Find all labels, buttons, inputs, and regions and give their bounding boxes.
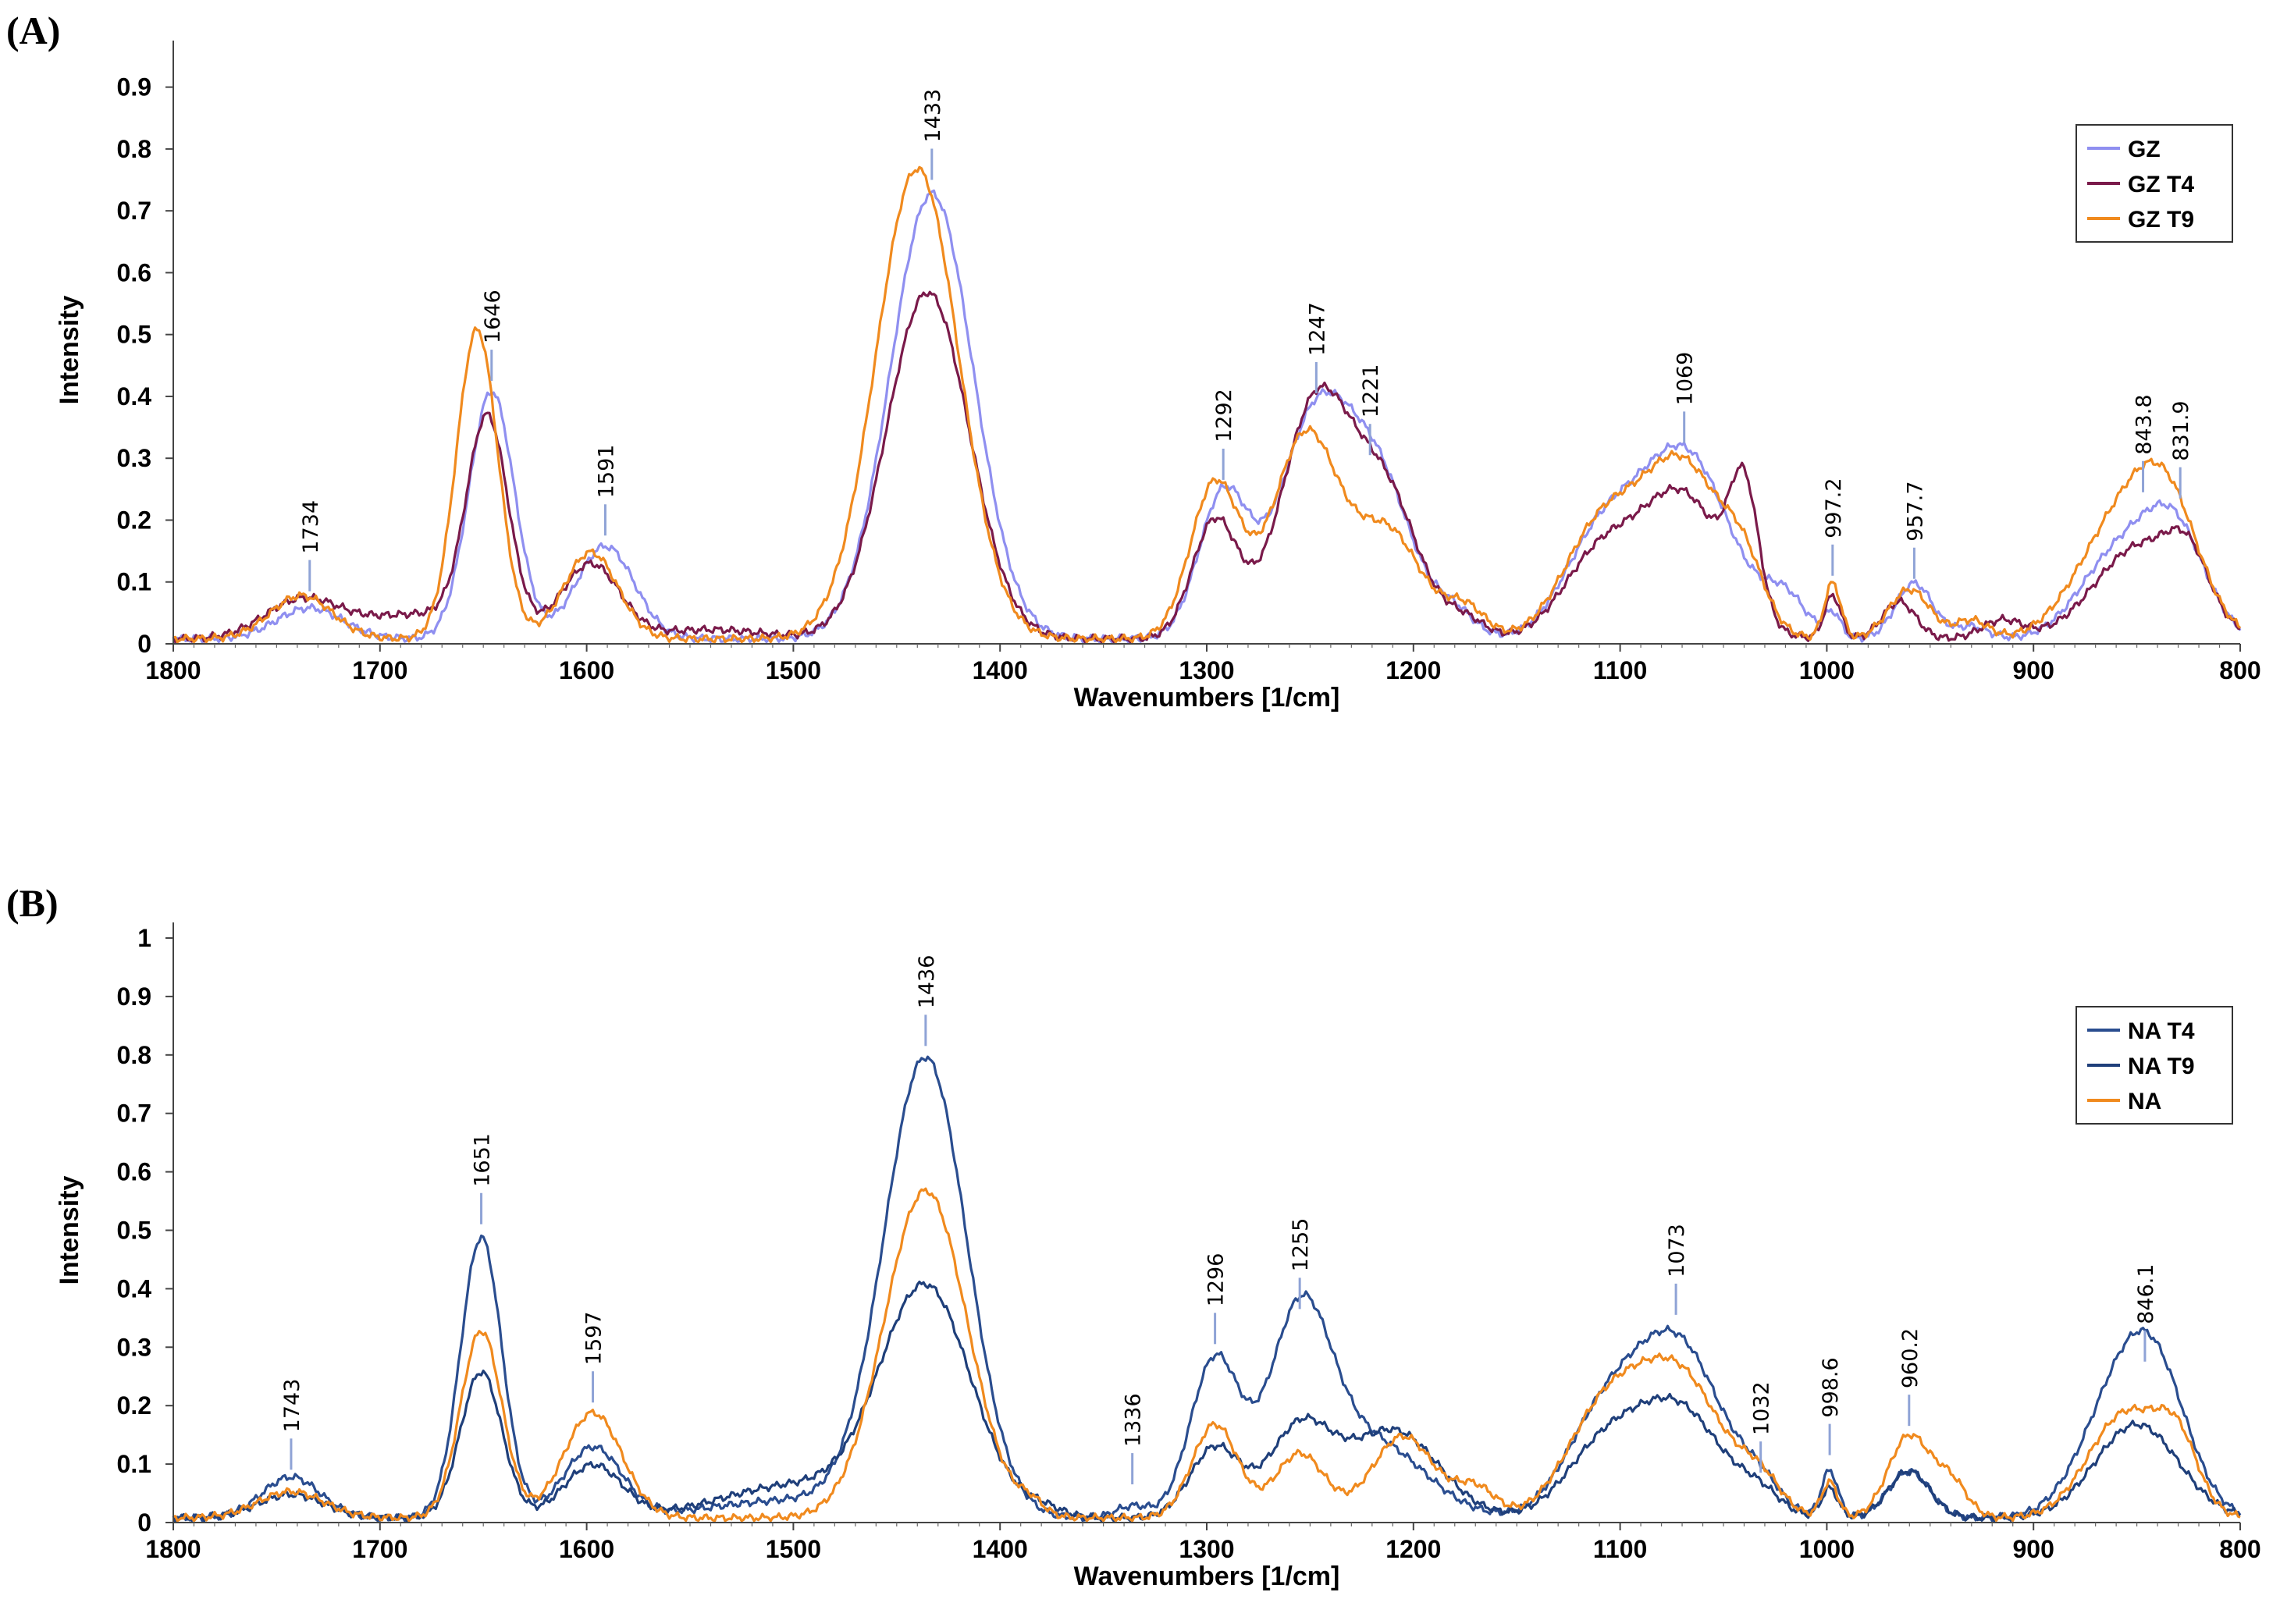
peak-label: 843.8 <box>2132 394 2157 454</box>
peak-label: 846.1 <box>2134 1263 2158 1324</box>
x-tick-label: 1300 <box>1179 1535 1234 1563</box>
x-tick-label: 1100 <box>1593 1535 1647 1563</box>
y-tick-label: 0.8 <box>117 135 151 163</box>
x-tick-label: 900 <box>2013 1535 2054 1563</box>
x-tick-label: 1000 <box>1799 1535 1855 1563</box>
peak-label: 1255 <box>1289 1218 1313 1272</box>
legend-entry: NA <box>2128 1089 2161 1114</box>
series-line-na <box>173 1187 2241 1523</box>
y-tick-label: 0.1 <box>117 1450 151 1478</box>
x-tick-label: 1800 <box>145 1535 201 1563</box>
y-tick-label: 0 <box>137 1509 151 1537</box>
legend-entry: GZ T4 <box>2128 172 2194 197</box>
y-tick-label: 0.9 <box>117 983 151 1011</box>
peak-label: 1743 <box>280 1379 304 1433</box>
peak-label: 1336 <box>1122 1393 1146 1447</box>
x-tick-label: 1300 <box>1179 656 1234 684</box>
x-tick-label: 900 <box>2013 656 2054 684</box>
peak-label: 1221 <box>1359 364 1383 418</box>
x-tick-label: 1700 <box>352 1535 407 1563</box>
peak-label: 1591 <box>594 445 618 499</box>
x-tick-label: 1400 <box>973 1535 1028 1563</box>
peak-label: 957.7 <box>1903 481 1927 541</box>
peak-label: 1247 <box>1305 302 1329 356</box>
y-tick-label: 0.8 <box>117 1041 151 1069</box>
peak-label: 1292 <box>1212 389 1236 442</box>
y-tick-label: 1 <box>137 924 151 952</box>
y-tick-label: 0.9 <box>117 73 151 101</box>
peak-label: 997.2 <box>1822 478 1846 538</box>
peak-label: 1073 <box>1665 1224 1689 1278</box>
x-tick-label: 1200 <box>1385 656 1441 684</box>
peak-label: 1296 <box>1204 1253 1229 1307</box>
panel-label-a: (A) <box>6 9 61 52</box>
y-tick-label: 0.4 <box>117 1274 152 1302</box>
x-tick-label: 1500 <box>766 1535 821 1563</box>
legend-entry: GZ T9 <box>2128 207 2194 233</box>
peak-label: 1069 <box>1674 352 1698 406</box>
y-tick-label: 0 <box>137 630 151 658</box>
y-tick-label: 0.1 <box>117 568 151 596</box>
peak-label: 1651 <box>471 1133 495 1187</box>
x-tick-label: 1100 <box>1593 656 1647 684</box>
series-line-gz <box>173 189 2242 644</box>
x-tick-label: 1600 <box>559 1535 614 1563</box>
x-axis-title: Wavenumbers [1/cm] <box>1074 683 1340 712</box>
y-axis-title: Intensity <box>55 296 84 405</box>
peak-label: 1734 <box>299 500 323 554</box>
legend-entry: NA T4 <box>2128 1018 2195 1044</box>
y-tick-label: 0.7 <box>117 1100 151 1128</box>
x-tick-label: 800 <box>2219 1535 2260 1563</box>
legend-entry: GZ <box>2128 137 2161 162</box>
y-tick-label: 0.3 <box>117 1333 151 1361</box>
peak-label: 998.6 <box>1819 1357 1843 1417</box>
legend-entry: NA T9 <box>2128 1054 2195 1079</box>
peak-label: 1646 <box>481 290 505 343</box>
y-tick-label: 0.5 <box>117 321 151 349</box>
y-tick-label: 0.6 <box>117 258 151 286</box>
y-tick-label: 0.4 <box>117 382 152 410</box>
x-tick-label: 1600 <box>559 656 614 684</box>
x-tick-label: 1700 <box>352 656 407 684</box>
y-tick-label: 0.2 <box>117 1391 151 1420</box>
y-tick-label: 0.3 <box>117 444 151 472</box>
peak-label: 1433 <box>921 89 945 143</box>
peak-label: 1032 <box>1750 1381 1774 1435</box>
panel-label-b: (B) <box>6 881 59 925</box>
y-axis-title: Intensity <box>55 1176 84 1285</box>
x-tick-label: 1800 <box>145 656 201 684</box>
y-tick-label: 0.7 <box>117 197 151 225</box>
series-line-na-t9 <box>172 1281 2241 1523</box>
y-tick-label: 0.5 <box>117 1217 151 1245</box>
x-tick-label: 1400 <box>973 656 1028 684</box>
peak-label: 960.2 <box>1898 1328 1923 1388</box>
x-tick-label: 800 <box>2219 656 2260 684</box>
x-axis-title: Wavenumbers [1/cm] <box>1074 1562 1340 1591</box>
peak-label: 831.9 <box>2169 400 2193 460</box>
chart-panel-1: 1800 1700 1600 1500 1400 1300 1200 1100 1000 900 8… <box>55 922 2261 1591</box>
x-tick-label: 1000 <box>1799 656 1855 684</box>
y-tick-label: 0.6 <box>117 1158 151 1186</box>
chart-panel-0: 1800 1700 1600 1500 1400 1300 1200 1100 1000 900 8… <box>55 41 2261 712</box>
x-tick-label: 1500 <box>766 656 821 684</box>
peak-label: 1597 <box>582 1311 606 1365</box>
peak-label: 1436 <box>915 955 939 1009</box>
y-tick-label: 0.2 <box>117 506 151 534</box>
x-tick-label: 1200 <box>1385 1535 1441 1563</box>
series-line-gz-t9 <box>173 165 2242 644</box>
